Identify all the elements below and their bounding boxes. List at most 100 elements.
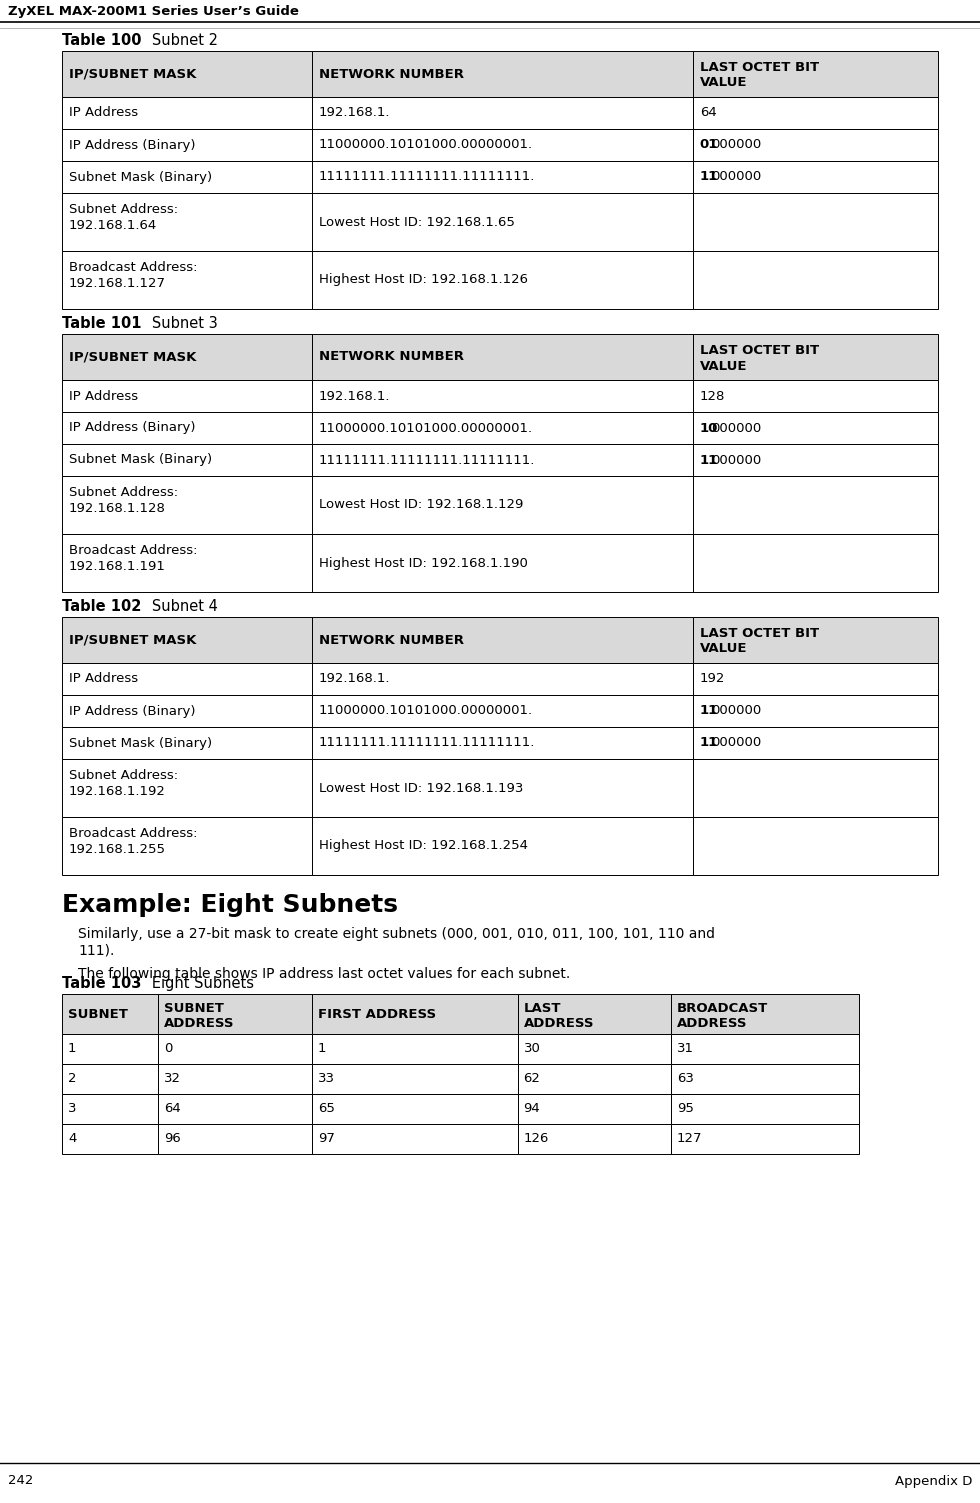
Text: Lowest Host ID: 192.168.1.65: Lowest Host ID: 192.168.1.65 [318,215,514,228]
Text: IP Address (Binary): IP Address (Binary) [69,421,195,434]
Text: Subnet Mask (Binary): Subnet Mask (Binary) [69,736,212,750]
Text: The following table shows IP address last octet values for each subnet.: The following table shows IP address las… [78,966,570,981]
Bar [159,1034,312,1064]
Bar [693,51,938,98]
Bar [62,443,312,476]
Text: Appendix D: Appendix D [895,1474,972,1488]
Text: Table 102: Table 102 [62,600,141,615]
Bar [159,1094,312,1124]
Text: 192.168.1.: 192.168.1. [318,107,390,120]
Bar [312,993,517,1034]
Bar [159,1124,312,1154]
Text: Similarly, use a 27-bit mask to create eight subnets (000, 001, 010, 011, 100, 1: Similarly, use a 27-bit mask to create e… [78,927,715,941]
Text: Broadcast Address:
192.168.1.127: Broadcast Address: 192.168.1.127 [69,262,198,290]
Text: Broadcast Address:
192.168.1.255: Broadcast Address: 192.168.1.255 [69,827,198,857]
Bar [312,251,693,310]
Text: 111).: 111). [78,942,115,957]
Bar [693,759,938,818]
Bar [517,1094,671,1124]
Bar [312,663,693,694]
Bar [62,476,312,534]
Bar [62,161,312,192]
Text: 11000000.10101000.00000001.: 11000000.10101000.00000001. [318,705,533,717]
Bar [312,1064,517,1094]
Bar [517,1064,671,1094]
Bar [312,129,693,161]
Bar [693,534,938,592]
Text: 192: 192 [700,672,725,685]
Text: IP Address (Binary): IP Address (Binary) [69,705,195,717]
Text: 32: 32 [165,1073,181,1085]
Text: FIRST ADDRESS: FIRST ADDRESS [318,1007,436,1021]
Bar [693,251,938,310]
Text: IP Address (Binary): IP Address (Binary) [69,138,195,152]
Bar [312,727,693,759]
Text: IP Address: IP Address [69,389,138,403]
Bar [312,534,693,592]
Text: NETWORK NUMBER: NETWORK NUMBER [318,68,464,81]
Text: 0: 0 [165,1043,172,1055]
Bar [312,1094,517,1124]
Bar [62,1034,159,1064]
Text: LAST
ADDRESS: LAST ADDRESS [523,1003,594,1030]
Bar [693,694,938,727]
Text: 242: 242 [8,1474,33,1488]
Text: SUBNET: SUBNET [68,1007,127,1021]
Bar [693,443,938,476]
Bar [62,694,312,727]
Text: Lowest Host ID: 192.168.1.129: Lowest Host ID: 192.168.1.129 [318,499,523,511]
Text: 11111111.11111111.11111111.: 11111111.11111111.11111111. [318,736,535,750]
Bar [62,334,312,380]
Text: LAST OCTET BIT
VALUE: LAST OCTET BIT VALUE [700,62,819,90]
Text: 11: 11 [700,736,718,750]
Text: Broadcast Address:
192.168.1.191: Broadcast Address: 192.168.1.191 [69,544,198,573]
Text: 01: 01 [700,138,718,152]
Text: 11: 11 [700,705,718,717]
Bar [693,818,938,875]
Text: IP Address: IP Address [69,107,138,120]
Text: 4: 4 [68,1132,76,1145]
Text: Subnet 3: Subnet 3 [138,316,218,331]
Bar [312,476,693,534]
Bar [693,334,938,380]
Bar [312,161,693,192]
Bar [312,818,693,875]
Text: LAST OCTET BIT
VALUE: LAST OCTET BIT VALUE [700,344,819,373]
Text: Subnet Address:
192.168.1.64: Subnet Address: 192.168.1.64 [69,203,178,231]
Bar [312,192,693,251]
Bar [693,192,938,251]
Text: Subnet Address:
192.168.1.128: Subnet Address: 192.168.1.128 [69,485,178,516]
Text: 65: 65 [318,1103,334,1115]
Bar [62,380,312,412]
Bar [693,161,938,192]
Text: IP/SUBNET MASK: IP/SUBNET MASK [69,633,196,646]
Bar [62,51,312,98]
Bar [62,534,312,592]
Text: NETWORK NUMBER: NETWORK NUMBER [318,633,464,646]
Text: Subnet 2: Subnet 2 [138,33,218,48]
Bar [693,380,938,412]
Text: 000000: 000000 [711,170,761,183]
Text: 11000000.10101000.00000001.: 11000000.10101000.00000001. [318,138,533,152]
Bar [159,993,312,1034]
Text: 33: 33 [318,1073,334,1085]
Text: Lowest Host ID: 192.168.1.193: Lowest Host ID: 192.168.1.193 [318,782,523,795]
Text: IP/SUBNET MASK: IP/SUBNET MASK [69,350,196,364]
Bar [693,618,938,663]
Bar [62,1124,159,1154]
Text: Subnet Address:
192.168.1.192: Subnet Address: 192.168.1.192 [69,770,178,798]
Text: 000000: 000000 [711,736,761,750]
Text: 000000: 000000 [711,705,761,717]
Bar [62,1094,159,1124]
Text: 128: 128 [700,389,725,403]
Bar [62,727,312,759]
Bar [62,993,159,1034]
Bar [312,1034,517,1064]
Text: 94: 94 [523,1103,540,1115]
Bar [62,412,312,443]
Bar [312,334,693,380]
Text: 31: 31 [677,1043,694,1055]
Text: 000000: 000000 [711,138,761,152]
Bar [312,694,693,727]
Text: Highest Host ID: 192.168.1.126: Highest Host ID: 192.168.1.126 [318,274,527,287]
